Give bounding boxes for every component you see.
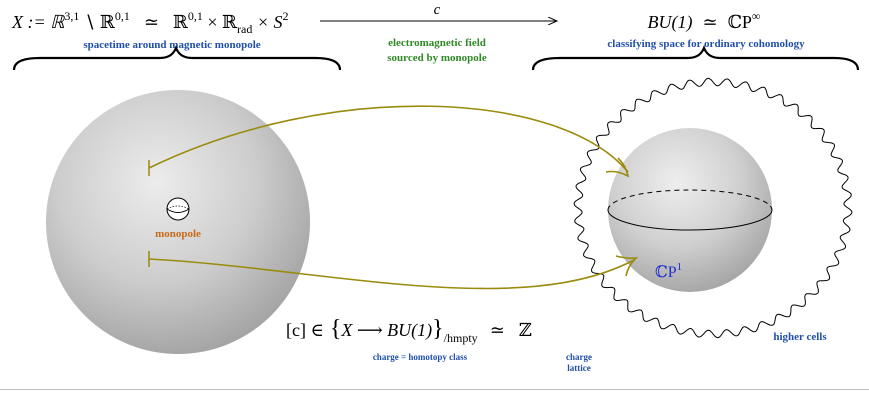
spacetime-caption: spacetime around magnetic monopole [83, 39, 260, 51]
monopole-icon [166, 197, 190, 221]
field-caption-line1: electromagnetic field [388, 37, 486, 49]
spacetime-sphere [46, 90, 310, 354]
spacetime-formula: X := ℝ3,1 ∖ ℝ0,1 ≃ ℝ0,1 × ℝrad × S2 [11, 9, 289, 36]
monopole-label: monopole [155, 228, 201, 240]
map-arrow-upper [148, 105, 630, 178]
charge-caption: charge = homotopy class [373, 352, 468, 362]
higher-cells-boundary [573, 77, 853, 339]
classifying-space-brace [531, 45, 860, 71]
classifying-space-caption: classifying space for ordinary cohomolog… [607, 38, 805, 50]
higher-cells-label: higher cells [773, 331, 827, 343]
cp1-label: ℂP1 [655, 261, 682, 281]
cp1-sphere [608, 128, 772, 292]
lattice-caption-line1: charge [566, 352, 592, 362]
spacetime-brace [12, 45, 342, 71]
charge-formula: [c] ∈ {X ⟶ BU(1)}/hmpty ≃ ℤ [286, 316, 532, 345]
field-caption-line2: sourced by monopole [387, 52, 487, 64]
arrow-label-c: c [434, 2, 441, 18]
equator-back [607, 189, 773, 211]
classifying-space-formula: BU(1) ≃ ℂP∞ [648, 9, 761, 33]
bottom-rule [0, 389, 869, 390]
equator-front [607, 209, 773, 231]
lattice-caption-line2: lattice [567, 363, 590, 373]
map-arrow-lower [148, 251, 639, 290]
